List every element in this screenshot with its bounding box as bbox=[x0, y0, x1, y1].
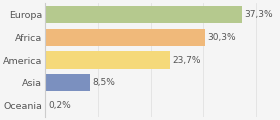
Text: 8,5%: 8,5% bbox=[92, 78, 115, 87]
Bar bbox=[45, 51, 170, 69]
Text: 37,3%: 37,3% bbox=[244, 10, 273, 19]
Text: 0,2%: 0,2% bbox=[49, 101, 71, 110]
Bar bbox=[45, 29, 205, 46]
Bar bbox=[45, 6, 242, 23]
Bar bbox=[45, 97, 46, 114]
Text: 30,3%: 30,3% bbox=[207, 33, 236, 42]
Bar bbox=[45, 74, 90, 91]
Text: 23,7%: 23,7% bbox=[173, 55, 201, 65]
